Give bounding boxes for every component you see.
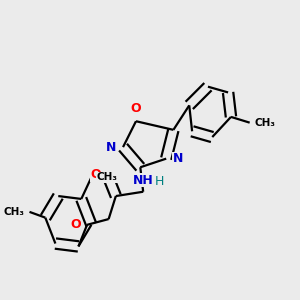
Text: O: O bbox=[131, 102, 141, 115]
Text: O: O bbox=[70, 218, 81, 231]
Text: NH: NH bbox=[133, 174, 154, 187]
Text: CH₃: CH₃ bbox=[3, 207, 24, 217]
Text: N: N bbox=[172, 152, 183, 165]
Text: CH₃: CH₃ bbox=[97, 172, 118, 182]
Text: CH₃: CH₃ bbox=[255, 118, 276, 128]
Text: N: N bbox=[106, 141, 117, 154]
Text: O: O bbox=[90, 168, 101, 181]
Text: H: H bbox=[155, 175, 164, 188]
